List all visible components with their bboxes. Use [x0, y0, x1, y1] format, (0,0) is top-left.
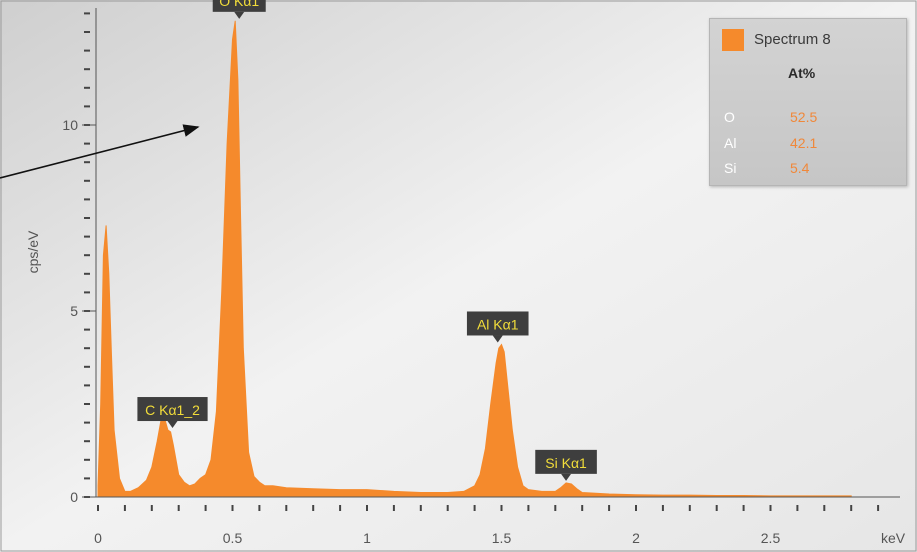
- peak-label: C Kα1_2: [137, 397, 208, 429]
- legend-row: Al 42.1: [710, 135, 906, 161]
- legend-row: O 52.5: [710, 109, 906, 135]
- peak-label-text: Al Kα1: [477, 316, 519, 332]
- x-axis-label: keV: [881, 530, 906, 546]
- legend-value: 42.1: [790, 135, 818, 151]
- x-tick-label: 1.5: [492, 530, 512, 546]
- y-axis-label: cps/eV: [25, 230, 41, 273]
- legend-column-header: At%: [788, 65, 816, 81]
- peak-label-pointer: [492, 335, 503, 343]
- peak-label-pointer: [561, 473, 572, 481]
- x-tick-label: 2: [632, 530, 640, 546]
- peak-label: Al Kα1: [466, 311, 529, 343]
- peak-label-text: O Kα1: [219, 0, 259, 9]
- peak-label-text: Si Kα1: [545, 455, 587, 471]
- peak-label-box: [535, 449, 597, 474]
- y-tick-label: 5: [70, 303, 78, 319]
- legend-element: O: [724, 109, 735, 125]
- legend-swatch: [722, 29, 744, 51]
- peak-label-box: [466, 311, 529, 336]
- peak-label: Si Kα1: [535, 449, 597, 481]
- spectrum-area: [97, 20, 852, 498]
- x-tick-label: 1: [363, 530, 371, 546]
- peak-label: O Kα1: [212, 0, 266, 19]
- peak-label-pointer: [234, 11, 245, 19]
- y-tick-label: 0: [70, 489, 78, 505]
- y-tick-label: 10: [62, 117, 78, 133]
- peak-label-pointer: [167, 421, 178, 429]
- legend-element: Si: [724, 160, 737, 176]
- legend-series-name: Spectrum 8: [754, 31, 831, 48]
- x-tick-label: 2.5: [761, 530, 781, 546]
- legend-element: Al: [724, 135, 737, 151]
- peak-label-box: [137, 397, 208, 422]
- x-tick-label: 0: [94, 530, 102, 546]
- legend-panel: Spectrum 8 At% O 52.5 Al 42.1 Si 5.4: [709, 18, 907, 186]
- x-tick-label: 0.5: [223, 530, 243, 546]
- legend-row: Si 5.4: [710, 160, 906, 186]
- peak-label-box: [212, 0, 266, 12]
- legend-value: 5.4: [790, 160, 810, 176]
- annotation-arrow: [0, 124, 200, 179]
- peak-label-text: C Kα1_2: [145, 402, 200, 418]
- legend-value: 52.5: [790, 109, 818, 125]
